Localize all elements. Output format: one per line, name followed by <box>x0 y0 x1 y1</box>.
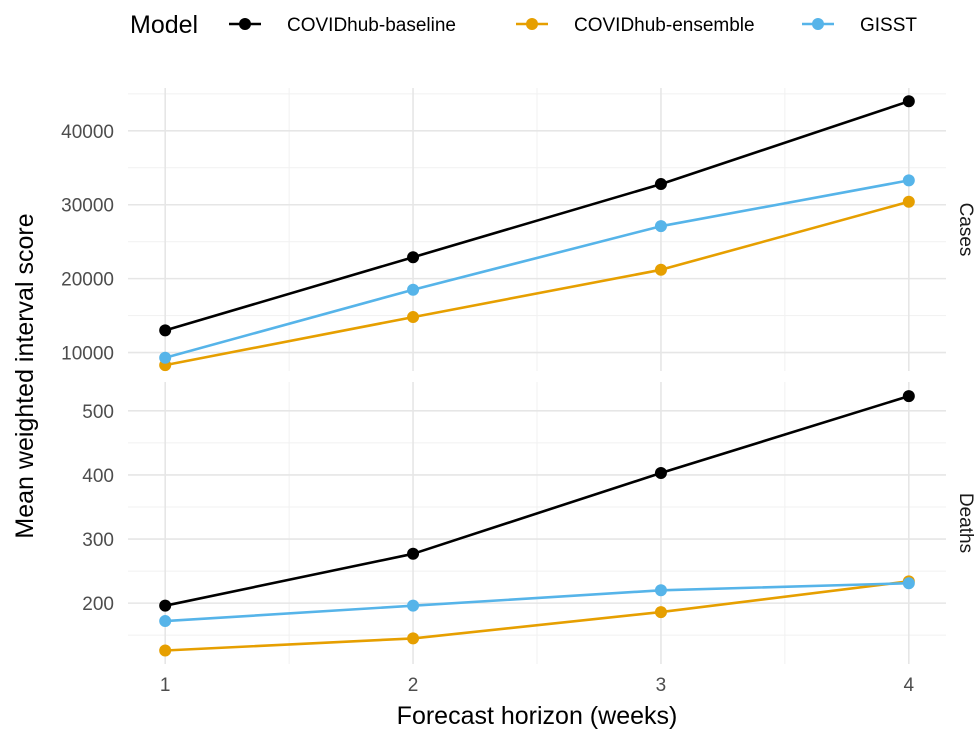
data-point-covidhub-ensemble-deaths <box>159 644 172 657</box>
legend-label-covidhub-ensemble: COVIDhub-ensemble <box>574 15 755 36</box>
data-point-covidhub-baseline-deaths <box>159 599 172 612</box>
x-tick-label: 3 <box>656 675 667 696</box>
data-point-gisst-cases <box>159 351 172 364</box>
data-point-covidhub-ensemble-deaths <box>407 632 420 645</box>
data-point-gisst-deaths <box>159 615 172 628</box>
legend-key-point-covidhub-ensemble <box>526 18 538 30</box>
series-line-covidhub-baseline-cases <box>164 100 910 332</box>
x-tick-label: 1 <box>160 675 171 696</box>
series-line-gisst-cases <box>164 179 910 359</box>
legend-label-covidhub-baseline: COVIDhub-baseline <box>287 15 456 36</box>
legend-key-point-covidhub-baseline <box>239 18 251 30</box>
data-point-covidhub-ensemble-cases <box>407 311 420 324</box>
data-point-gisst-cases <box>902 174 915 187</box>
y-tick-label-deaths: 200 <box>82 594 114 615</box>
y-tick-label-cases: 40000 <box>61 122 114 143</box>
data-point-covidhub-ensemble-cases <box>902 195 915 208</box>
y-tick-label-deaths: 400 <box>82 466 114 487</box>
facet-label-cases: Cases <box>955 203 976 257</box>
data-point-covidhub-baseline-cases <box>159 324 172 337</box>
legend-label-gisst: GISST <box>860 15 917 36</box>
y-tick-label-deaths: 300 <box>82 530 114 551</box>
series-line-covidhub-baseline-deaths <box>164 394 910 607</box>
y-axis-title: Mean weighted interval score <box>11 213 39 538</box>
y-tick-label-deaths: 500 <box>82 402 114 423</box>
data-point-covidhub-baseline-cases <box>902 95 915 108</box>
x-axis-title: Forecast horizon (weeks) <box>397 702 678 729</box>
data-point-covidhub-baseline-cases <box>407 251 420 264</box>
legend-key-point-gisst <box>812 18 824 30</box>
data-point-covidhub-baseline-cases <box>654 178 667 191</box>
series-line-covidhub-ensemble-cases <box>164 200 910 367</box>
x-tick-label: 2 <box>408 675 419 696</box>
data-point-gisst-deaths <box>407 599 420 612</box>
data-point-gisst-deaths <box>902 577 915 590</box>
data-point-gisst-deaths <box>654 584 667 597</box>
data-point-covidhub-baseline-deaths <box>654 467 667 480</box>
data-point-covidhub-baseline-deaths <box>407 547 420 560</box>
y-tick-label-cases: 20000 <box>61 270 114 291</box>
data-point-gisst-cases <box>654 220 667 233</box>
data-point-covidhub-ensemble-cases <box>654 263 667 276</box>
data-point-covidhub-ensemble-deaths <box>654 606 667 619</box>
series-line-covidhub-ensemble-deaths <box>165 580 909 652</box>
legend-title: Model <box>130 11 198 39</box>
y-tick-label-cases: 30000 <box>61 196 114 217</box>
data-point-covidhub-baseline-deaths <box>902 390 915 403</box>
series-line-gisst-deaths <box>165 581 909 623</box>
data-point-gisst-cases <box>407 283 420 296</box>
facet-label-deaths: Deaths <box>955 493 976 553</box>
y-tick-label-cases: 10000 <box>61 344 114 365</box>
x-tick-label: 4 <box>904 675 915 696</box>
